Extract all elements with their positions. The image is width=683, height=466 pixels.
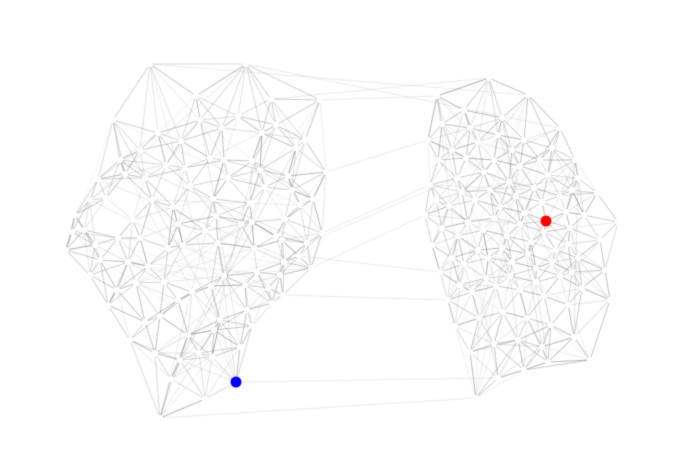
matplotlib-figure: Label Spreading. iteration: 0 [0,0,683,466]
label-spreading-graph-plot [0,0,683,466]
